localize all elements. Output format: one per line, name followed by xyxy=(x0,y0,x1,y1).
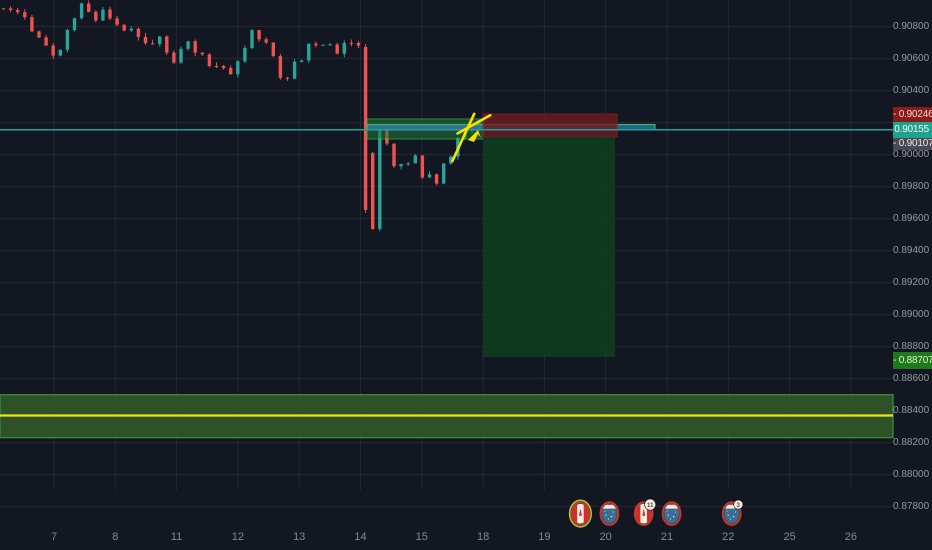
svg-text:3: 3 xyxy=(737,502,741,509)
svg-text:11: 11 xyxy=(647,502,654,509)
